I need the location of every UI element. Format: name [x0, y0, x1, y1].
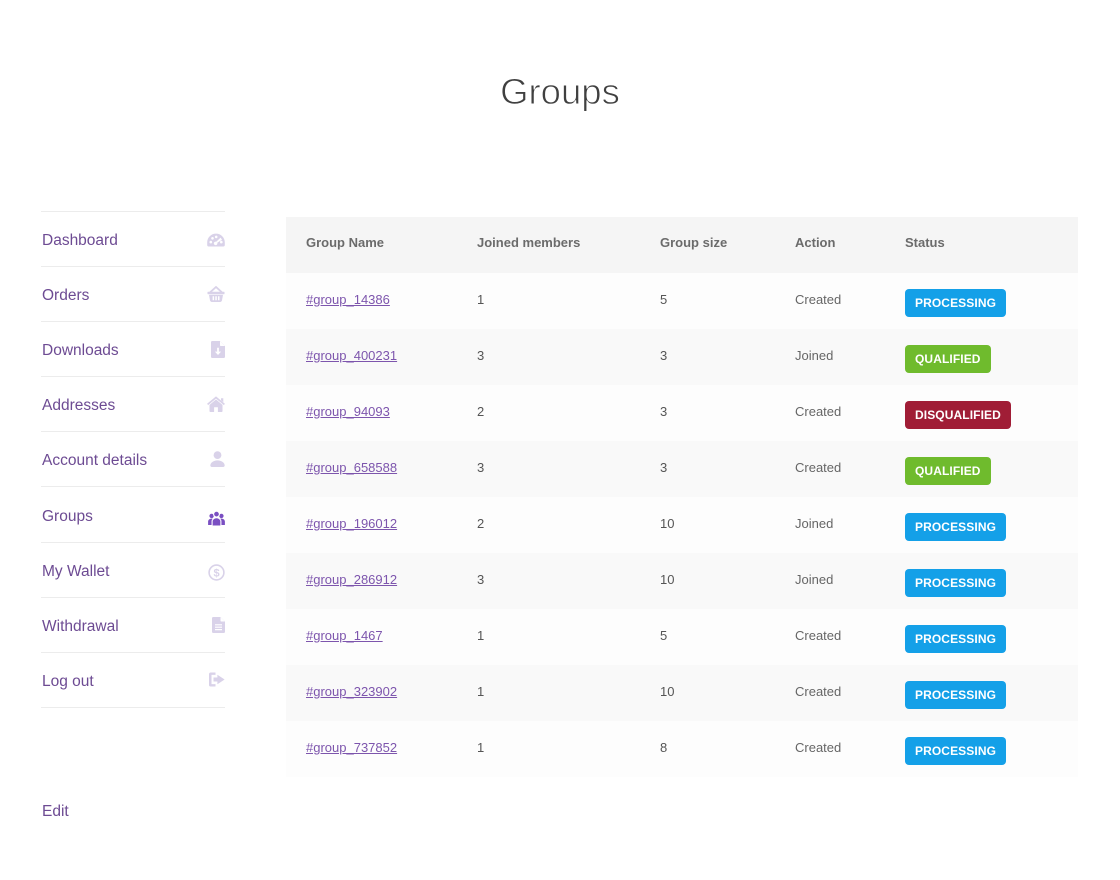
- svg-text:$: $: [213, 568, 219, 580]
